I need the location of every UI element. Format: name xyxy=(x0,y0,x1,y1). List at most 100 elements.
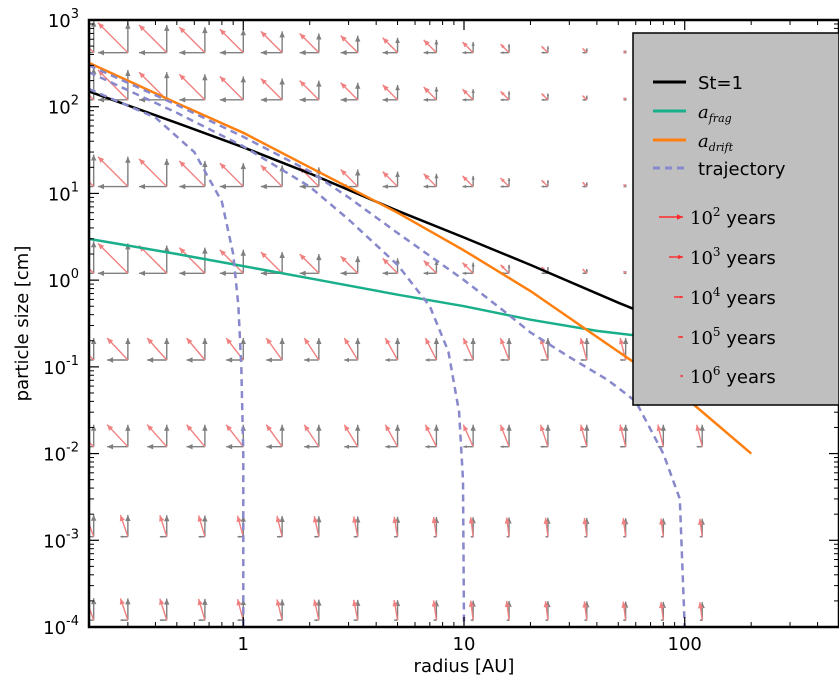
quiver-arrow-3-12-up xyxy=(545,337,551,360)
quiver-arrow-5-10-left-head xyxy=(462,184,467,189)
quiver-arrow-3-4-left-head xyxy=(226,357,233,363)
quiver-arrow-3-8-left-head xyxy=(385,358,390,362)
quiver-arrow-5-9-total xyxy=(423,173,437,188)
quiver-arrow-4-12-left-head xyxy=(541,272,545,275)
quiver-arrow-3-10-total xyxy=(462,337,474,361)
quiver-arrow-5-2-total-head xyxy=(139,158,146,165)
quiver-arrow-2-9-total-head xyxy=(425,424,431,432)
legend-label-3: trajectory xyxy=(698,159,786,180)
quiver-arrow-6-10-up-head xyxy=(471,89,475,93)
quiver-arrow-0-8-left-head xyxy=(394,619,397,622)
quiver-arrow-3-2-total xyxy=(146,337,168,361)
quiver-arrow-7-1-left-head xyxy=(98,49,105,56)
quiver-arrow-6-2-up-head xyxy=(164,72,170,79)
quiver-arrow-3-11-left xyxy=(500,358,510,362)
quiver-arrow-4-9-up-head xyxy=(434,260,439,265)
quiver-arrow-5-2-up-head xyxy=(164,158,170,165)
quiver-arrow-6-8-left xyxy=(382,97,398,103)
quiver-arrow-2-1-left xyxy=(107,444,128,450)
quiver-arrow-7-1-total xyxy=(97,22,129,54)
quiver-arrow-7-9-left-head xyxy=(423,50,429,55)
quiver-arrow-6-6-up-head xyxy=(316,80,322,87)
quiver-arrow-4-5-total-head xyxy=(260,251,267,259)
quiver-arrow-1-2-total-head xyxy=(159,515,165,522)
legend-arrow-label-0: 102 years xyxy=(690,205,776,229)
quiver-arrow-2-16-total-head xyxy=(695,424,701,432)
quiver-arrow-7-10-total-head xyxy=(462,42,468,48)
quiver-arrow-4-6-total xyxy=(299,253,320,274)
quiver-arrow-7-1-total-head xyxy=(98,22,105,29)
quiver-arrow-2-8-total-head xyxy=(385,424,391,432)
quiver-arrow-6-7-up xyxy=(355,82,361,100)
quiver-arrow-0-3-total xyxy=(197,598,206,621)
quiver-arrow-2-5-total xyxy=(265,424,283,448)
x-tick-label-2: 100 xyxy=(668,634,702,655)
quiver-arrow-7-5-total-head xyxy=(260,31,267,38)
quiver-arrow-5-8-left-head xyxy=(382,184,388,189)
quiver-arrow-6-13-left-head xyxy=(582,98,586,101)
quiver-arrow-0-2-left xyxy=(159,619,167,622)
quiver-arrow-4-1-total-shaft xyxy=(97,242,129,274)
quiver-arrow-4-13-total xyxy=(582,268,588,274)
quiver-arrow-2-14-total xyxy=(618,424,627,447)
quiver-arrow-5-4-total xyxy=(219,162,244,188)
y-tick-label-3: 10-1 xyxy=(43,354,79,379)
quiver-arrow-4-6-up xyxy=(316,254,322,274)
quiver-arrow-2-7-up-head xyxy=(355,424,361,431)
legend-arrow-label-1: 103 years xyxy=(690,245,776,269)
quiver-arrow-5-5-left-head xyxy=(260,183,267,190)
quiver-arrow-6-1-left-head xyxy=(98,97,105,103)
quiver-arrow-4-5-up-head xyxy=(279,251,285,258)
quiver-arrow-5-0-up xyxy=(90,154,97,187)
quiver-arrow-5-3-left-head xyxy=(179,183,186,190)
quiver-arrow-3-6-up xyxy=(316,337,322,360)
quiver-arrow-1-8-total-head xyxy=(392,516,398,524)
quiver-arrow-5-6-left xyxy=(299,183,319,190)
quiver-arrow-6-12-left-head xyxy=(541,98,545,101)
quiver-arrow-1-15-total xyxy=(659,518,665,537)
quiver-arrow-0-1-up xyxy=(125,598,131,621)
quiver-arrow-7-8-total-head xyxy=(382,37,389,44)
quiver-arrow-2-10-left-head xyxy=(463,445,467,449)
quiver-arrow-1-2-left-head xyxy=(159,535,163,538)
quiver-arrow-4-6-total-head xyxy=(299,254,306,261)
quiver-arrow-7-2-up xyxy=(164,24,170,53)
quiver-arrow-1-3-total-head xyxy=(197,515,203,522)
quiver-arrow-0-4-up-head xyxy=(240,599,246,606)
quiver-arrow-1-15-total-head xyxy=(659,518,665,525)
quiver-arrow-3-3-total-head xyxy=(186,337,193,345)
legend: St=1 afrag adrift trajectory 102 years 103 ye… xyxy=(632,32,839,406)
quiver-arrow-1-10-total-head xyxy=(468,517,475,524)
series-3-path-0 xyxy=(89,87,245,627)
legend-label-0: St=1 xyxy=(698,73,743,94)
quiver-arrow-4-3-left-head xyxy=(179,270,186,276)
quiver-arrow-2-13-total xyxy=(579,424,588,447)
quiver-arrow-5-3-total-shaft xyxy=(178,160,206,188)
quiver-arrow-0-11-total xyxy=(504,600,511,621)
quiver-arrow-3-11-total-head xyxy=(500,337,506,345)
quiver-arrow-5-1-total-shaft xyxy=(97,156,129,188)
quiver-arrow-1-3-up xyxy=(202,515,208,537)
quiver-arrow-6-5-total-head xyxy=(260,78,267,85)
quiver-arrow-3-12-up-head xyxy=(545,337,551,344)
quiver-arrow-3-1-up-head xyxy=(125,337,131,344)
quiver-arrow-0-1-up-head xyxy=(125,598,131,605)
quiver-arrow-1-0-up xyxy=(90,514,97,537)
quiver-arrow-4-5-total xyxy=(260,251,283,274)
quiver-arrow-5-3-left xyxy=(179,183,205,190)
quiver-arrow-2-4-total xyxy=(225,424,244,448)
quiver-arrow-2-1-total xyxy=(106,424,129,448)
quiver-arrow-2-3-up-head xyxy=(202,424,208,431)
quiver-arrow-6-8-up-head xyxy=(395,84,400,91)
quiver-arrow-7-11-up xyxy=(507,44,511,53)
quiver-arrow-2-1-left-head xyxy=(107,444,114,450)
quiver-arrow-7-3-up xyxy=(202,27,208,53)
quiver-arrow-3-8-up-head xyxy=(394,337,401,344)
quiver-arrow-4-9-left-head xyxy=(423,271,429,276)
quiver-arrow-7-0-left-head xyxy=(62,50,68,55)
quiver-arrow-6-11-up-head xyxy=(507,91,511,95)
quiver-arrow-6-5-up-head xyxy=(279,78,285,85)
quiver-arrow-2-14-total-head xyxy=(618,424,625,432)
quiver-field xyxy=(62,20,705,622)
quiver-arrow-0-2-up xyxy=(164,598,170,621)
